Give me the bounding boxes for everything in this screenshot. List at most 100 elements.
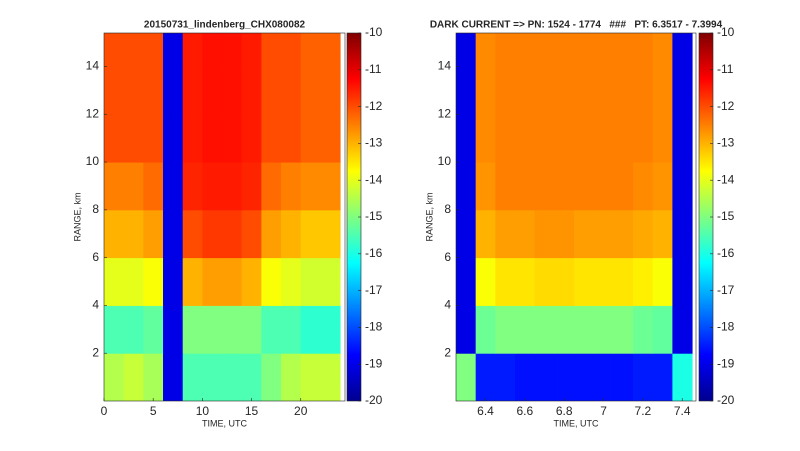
heatmap-cell: [593, 114, 614, 163]
heatmap-cell: [123, 305, 144, 354]
colorbar-tick-label: -12: [717, 99, 735, 113]
heatmap-cell: [241, 66, 262, 115]
heatmap-cell: [320, 162, 341, 211]
heatmap-cell: [495, 305, 516, 354]
y-tick-label: 8: [92, 202, 99, 216]
heatmap-cell: [222, 33, 243, 67]
heatmap-cell: [182, 353, 203, 401]
heatmap-cell: [613, 305, 634, 354]
heatmap-cell: [123, 66, 144, 115]
heatmap-cell: [495, 162, 516, 211]
heatmap-cell: [182, 257, 203, 306]
heatmap-cell: [104, 257, 125, 306]
heatmap-cell: [241, 305, 262, 354]
heatmap-cell: [123, 209, 144, 259]
x-tick-label: 10: [196, 404, 210, 418]
heatmap-cell: [554, 257, 575, 306]
heatmap-cell: [104, 162, 125, 211]
y-tick-label: 14: [86, 59, 100, 73]
heatmap-cell: [475, 33, 496, 67]
heatmap-cell: [574, 305, 595, 354]
colorbar-tick-label: -11: [365, 62, 382, 76]
heatmap-cell: [593, 66, 614, 115]
heatmap-cell: [143, 33, 164, 67]
heatmap-cell: [672, 353, 693, 401]
heatmap-cell: [320, 66, 341, 115]
colorbar-tick-label: -18: [717, 320, 735, 334]
colorbar-tick-label: -10: [717, 25, 735, 39]
x-tick-label: 6.8: [556, 404, 573, 418]
heatmap-cell: [574, 209, 595, 259]
heatmap-cell: [672, 257, 693, 306]
x-tick-label: 7: [600, 404, 607, 418]
heatmap-cell: [281, 257, 302, 306]
colorbar-tick-label: -16: [717, 246, 735, 260]
heatmap-cell: [261, 305, 282, 354]
y-tick-label: 10: [86, 154, 100, 168]
heatmap-cell: [281, 33, 302, 67]
heatmap-cell: [495, 257, 516, 306]
heatmap-cell: [633, 353, 654, 401]
heatmap-cell: [652, 353, 673, 401]
heatmap-cell: [163, 33, 184, 67]
heatmap-cell: [104, 114, 125, 163]
heatmap-cell: [574, 353, 595, 401]
heatmap-cell: [475, 353, 496, 401]
heatmap-cell: [104, 305, 125, 354]
heatmap-cell: [672, 33, 693, 67]
y-tick-label: 10: [438, 154, 452, 168]
heatmap-cell: [143, 353, 164, 401]
chart-title: 20150731_lindenberg_CHX080082: [144, 20, 306, 31]
heatmap-cell: [320, 114, 341, 163]
heatmap-cell: [495, 114, 516, 163]
heatmap-cell: [574, 257, 595, 306]
heatmap-cell: [222, 162, 243, 211]
heatmap-cell: [633, 33, 654, 67]
heatmap-cell: [534, 33, 555, 67]
heatmap-cell: [633, 114, 654, 163]
heatmap-cell: [495, 353, 516, 401]
colorbar-tick-label: -18: [365, 320, 383, 334]
heatmap-cell: [456, 162, 477, 211]
heatmap-cell: [613, 66, 634, 115]
heatmap-cell: [182, 162, 203, 211]
heatmap-cell: [241, 257, 262, 306]
heatmap-cell: [554, 353, 575, 401]
heatmap-cell: [281, 114, 302, 163]
heatmap-cell: [593, 305, 614, 354]
heatmap-cell: [261, 33, 282, 67]
heatmap-cell: [300, 353, 321, 401]
heatmap-cell: [554, 162, 575, 211]
heatmap-cell: [222, 305, 243, 354]
heatmap-cell: [534, 66, 555, 115]
heatmap-cell: [163, 209, 184, 259]
heatmap-cell: [163, 353, 184, 401]
heatmap-cell: [320, 257, 341, 306]
heatmap-cell: [182, 209, 203, 259]
heatmap-cell: [652, 66, 673, 115]
heatmap-cell: [320, 305, 341, 354]
chart-title: DARK CURRENT => PN: 1524 - 1774 ### PT: …: [430, 20, 723, 31]
heatmap-cell: [241, 114, 262, 163]
colorbar-tick-label: -17: [365, 283, 383, 297]
heatmap-cell: [652, 114, 673, 163]
heatmap-cell: [320, 33, 341, 67]
y-tick-label: 4: [92, 298, 99, 312]
heatmap-cell: [320, 209, 341, 259]
colorbar-tick-label: -14: [365, 172, 383, 186]
heatmap-cell: [104, 66, 125, 115]
heatmap-cell: [574, 162, 595, 211]
heatmap-cell: [143, 66, 164, 115]
heatmap-cell: [593, 209, 614, 259]
heatmap-cell: [300, 257, 321, 306]
heatmap-cell: [123, 114, 144, 163]
heatmap-cell: [475, 162, 496, 211]
heatmap-cell: [633, 305, 654, 354]
heatmap-cell: [222, 114, 243, 163]
heatmap-cells: [104, 33, 341, 401]
heatmap-cell: [652, 305, 673, 354]
heatmap-cell: [241, 162, 262, 211]
colorbar-tick-label: -14: [717, 172, 735, 186]
colorbar-tick-label: -13: [717, 136, 735, 150]
